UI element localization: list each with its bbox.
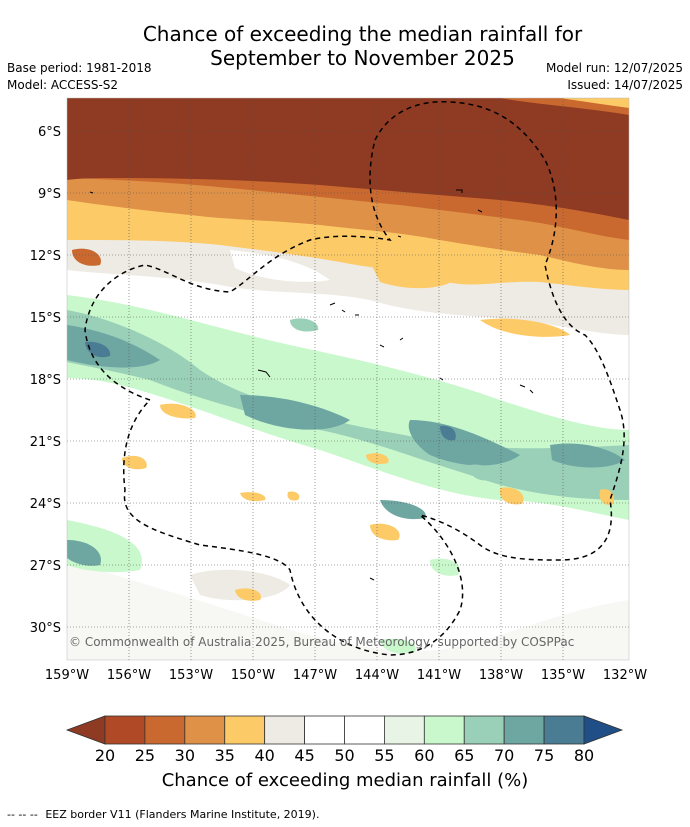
issued-text: Issued: 14/07/2025	[567, 78, 683, 92]
colorbar-cell	[104, 715, 146, 745]
lon-label: 144°W	[355, 668, 399, 683]
colorbar-tick-label: 30	[175, 746, 195, 765]
lat-label: 30°S	[30, 621, 61, 636]
lon-label: 147°W	[293, 668, 337, 683]
eez-legend-note: -- -- -- EEZ border V11 (Flanders Marine…	[7, 808, 323, 821]
colorbar-tick-label: 40	[254, 746, 274, 765]
islands	[89, 189, 534, 581]
colorbar-cell	[344, 715, 385, 745]
lon-label: 138°W	[479, 668, 523, 683]
colorbar-cell	[144, 715, 186, 745]
colorbar-cell	[304, 715, 345, 745]
lon-label: 135°W	[541, 668, 585, 683]
lat-label: 12°S	[30, 249, 61, 264]
colorbar-cell	[463, 715, 505, 745]
lon-label: 156°W	[107, 668, 151, 683]
colorbar-cell	[65, 715, 106, 745]
lat-label: 9°S	[38, 187, 61, 202]
colorbar-title: Chance of exceeding median rainfall (%)	[161, 770, 529, 791]
eez-dash-sample: -- -- --	[7, 808, 38, 821]
base-period-text: Base period: 1981-2018	[7, 61, 152, 75]
colorbar-tick-label: 75	[534, 746, 554, 765]
colorbar-tick-label: 35	[215, 746, 235, 765]
lon-label: 159°W	[45, 668, 89, 683]
colorbar-tick-label: 80	[574, 746, 594, 765]
lat-label: 24°S	[30, 497, 61, 512]
model-text: Model: ACCESS-S2	[7, 78, 119, 92]
lon-label: 153°W	[169, 668, 213, 683]
colorbar-cell	[264, 715, 305, 745]
colorbar-cell	[583, 715, 624, 745]
lat-label: 15°S	[30, 311, 61, 326]
colorbar-cell	[224, 715, 266, 745]
lon-label: 141°W	[417, 668, 461, 683]
copyright-text: © Commonwealth of Australia 2025, Bureau…	[69, 635, 574, 649]
colorbar-tick-label: 70	[494, 746, 514, 765]
colorbar-cells	[65, 715, 624, 745]
meta-right: Model run: 12/07/2025 Issued: 14/07/2025	[546, 60, 683, 94]
colorbar-tick-label: 65	[454, 746, 474, 765]
colorbar-tick-label: 50	[334, 746, 354, 765]
colorbar-ticks: 20 25 30 35 40 45 50 55 60 65 70 75 80	[95, 746, 594, 765]
lat-label: 18°S	[30, 373, 61, 388]
eez-border	[84, 101, 625, 656]
colorbar-cell	[184, 715, 226, 745]
eez-legend-label: EEZ border V11 (Flanders Marine Institut…	[45, 808, 320, 821]
lat-label: 21°S	[30, 435, 61, 450]
colorbar-tick-label: 20	[95, 746, 115, 765]
model-run-text: Model run: 12/07/2025	[545, 61, 683, 75]
colorbar-cell	[543, 715, 585, 745]
lon-label: 132°W	[603, 668, 647, 683]
colorbar-tick-label: 25	[135, 746, 155, 765]
colorbar-cell	[423, 715, 465, 745]
graticule	[67, 98, 629, 660]
title-line-1: Chance of exceeding the median rainfall …	[142, 22, 583, 46]
colorbar-tick-label: 60	[414, 746, 434, 765]
lon-axis: 159°W 156°W 153°W 150°W 147°W 144°W 141°…	[45, 668, 647, 683]
lat-axis: 6°S 9°S 12°S 15°S 18°S 21°S 24°S 27°S 30…	[30, 125, 61, 636]
meta-left: Base period: 1981-2018 Model: ACCESS-S2	[7, 60, 152, 94]
colorbar-cell	[384, 715, 425, 745]
lon-label: 150°W	[231, 668, 275, 683]
rainfall-map: 6°S 9°S 12°S 15°S 18°S 21°S 24°S 27°S 30…	[30, 97, 647, 683]
title-line-2: September to November 2025	[210, 46, 515, 70]
colorbar-tick-label: 45	[294, 746, 314, 765]
colorbar-tick-label: 55	[374, 746, 394, 765]
colorbar-cell	[503, 715, 545, 745]
lat-label: 6°S	[38, 125, 61, 140]
lat-label: 27°S	[30, 559, 61, 574]
colorbar: 20 25 30 35 40 45 50 55 60 65 70 75 80	[65, 715, 624, 765]
